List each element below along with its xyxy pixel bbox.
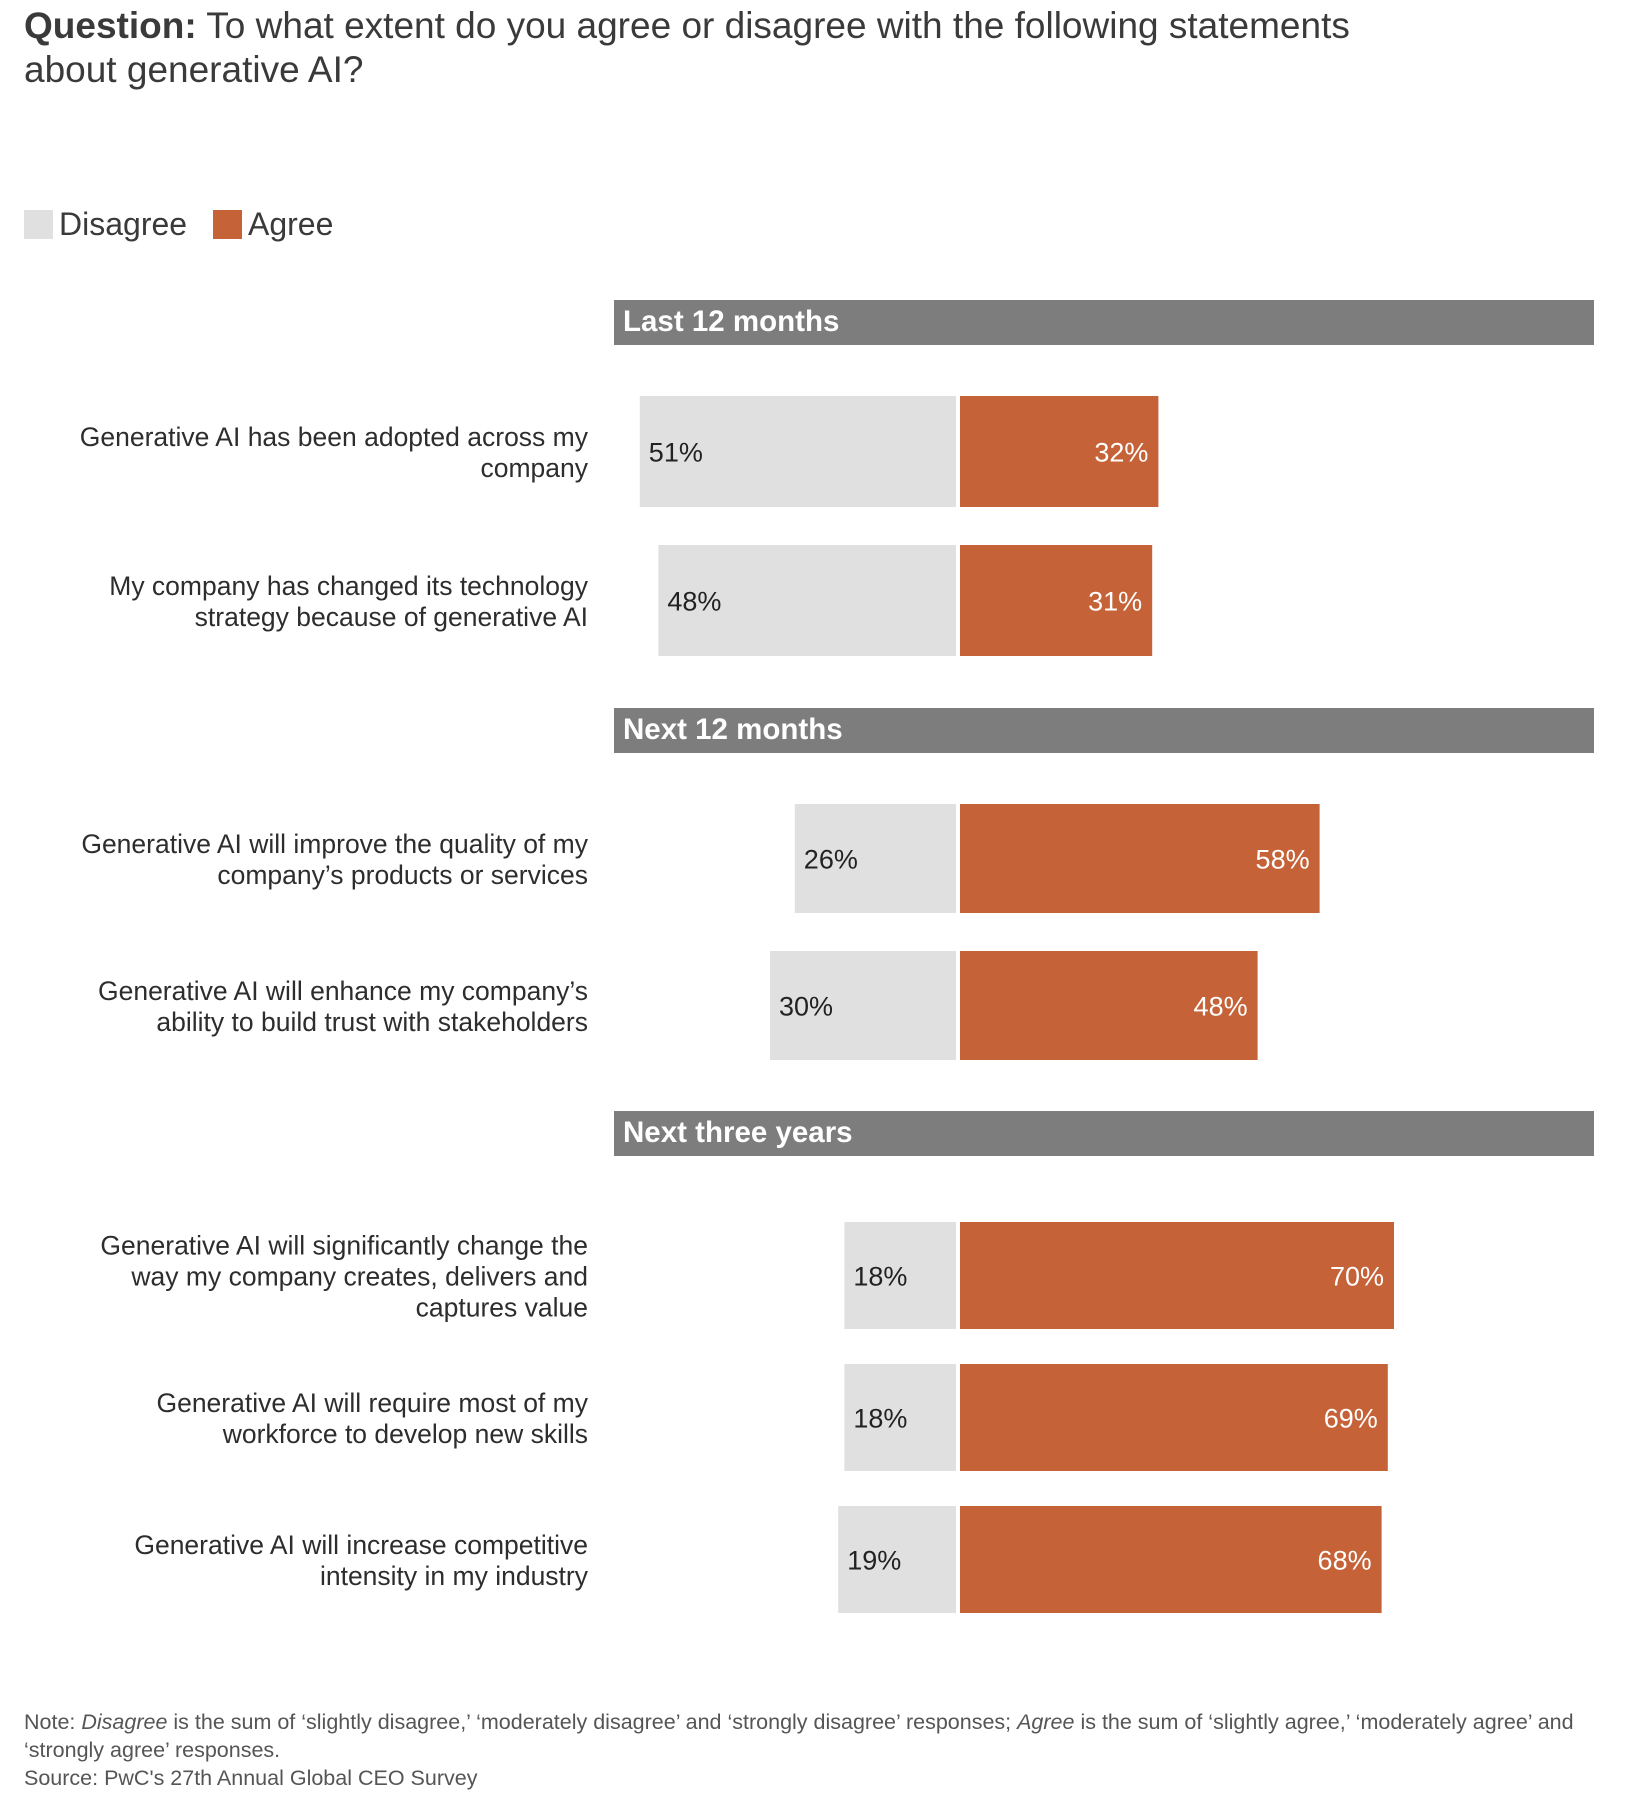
source-text: Source: PwC's 27th Annual Global CEO Sur… [24,1766,478,1790]
disagree-value-label: 18% [853,1262,907,1292]
section-header-bar [614,708,1594,753]
note-text: Note: Disagree is the sum of ‘slightly d… [24,1708,1604,1764]
statement-label-line: Generative AI has been adopted across my [80,422,589,452]
disagree-value-label: 19% [847,1546,901,1576]
disagree-value-label: 48% [667,587,721,617]
disagree-bar [844,1222,956,1329]
legend-item-agree: Agree [213,204,333,244]
agree-bar [960,545,1153,656]
section-header-title: Next three years [623,1116,853,1149]
section-header-title: Last 12 months [623,305,839,338]
note-term-disagree: Disagree [81,1710,168,1734]
statement-label-line: Generative AI will improve the quality o… [81,829,588,859]
statement-label-line: strategy because of generative AI [195,602,588,632]
section-header-bar [614,1111,1594,1156]
question-text: To what extent do you agree or disagree … [24,5,1350,90]
disagree-bar [770,951,956,1060]
legend-swatch-agree [213,209,242,239]
statement-label-line: My company has changed its technology [109,571,588,601]
statement-label-line: ability to build trust with stakeholders [156,1007,588,1037]
legend-label-agree: Agree [248,205,334,242]
statement-label-line: company’s products or services [217,860,588,890]
disagree-value-label: 18% [853,1404,907,1434]
statement-label-line: Generative AI will enhance my company’s [98,976,588,1006]
agree-value-label: 69% [1324,1404,1378,1434]
disagree-value-label: 51% [649,438,703,468]
agree-value-label: 48% [1194,992,1248,1022]
disagree-bar [838,1506,956,1613]
disagree-bar [844,1364,956,1471]
agree-bar [960,804,1320,913]
statement-label-line: Generative AI will significantly change … [100,1231,588,1261]
statement-label-line: workforce to develop new skills [222,1419,588,1449]
agree-bar [960,1364,1388,1471]
legend-swatch-disagree [24,209,53,239]
agree-bar [960,1222,1394,1329]
disagree-bar [639,396,956,507]
section-header-title: Next 12 months [623,713,843,746]
note-prefix: Note: [24,1710,82,1734]
note-term-agree: Agree [1017,1710,1075,1734]
disagree-value-label: 30% [779,992,833,1022]
statement-label-line: captures value [416,1293,588,1323]
agree-value-label: 31% [1088,587,1142,617]
statement-label-line: intensity in my industry [320,1561,589,1591]
agree-bar [960,396,1159,507]
disagree-value-label: 26% [804,845,858,875]
statement-label-line: way my company creates, delivers and [130,1262,588,1292]
diverging-bar-chart: Last 12 months 51% 32% Generative AI has be… [80,300,1594,1613]
legend-item-disagree: Disagree [24,204,187,244]
note-text-part-2: is the sum of ‘slightly agree,’ ‘moderat… [24,1710,1574,1762]
legend-label-disagree: Disagree [59,205,188,242]
question-heading: Question: To what extent do you agree or… [24,4,1444,92]
agree-value-label: 32% [1094,438,1148,468]
agree-bar [960,951,1258,1060]
question-label: Question: [24,5,197,46]
agree-value-label: 70% [1330,1262,1384,1292]
statement-label-line: Generative AI will increase competitive [134,1530,588,1560]
disagree-bar [658,545,956,656]
note-text-part-1: is the sum of ‘slightly disagree,’ ‘mode… [167,1710,1018,1734]
agree-value-label: 68% [1318,1546,1372,1576]
section-header-bar [614,300,1594,345]
footnotes: Note: Disagree is the sum of ‘slightly d… [24,1708,1604,1792]
statement-label-line: Generative AI will require most of my [156,1388,588,1418]
agree-value-label: 58% [1256,845,1310,875]
disagree-bar [794,804,956,913]
agree-bar [960,1506,1382,1613]
statement-label-line: company [480,453,588,483]
